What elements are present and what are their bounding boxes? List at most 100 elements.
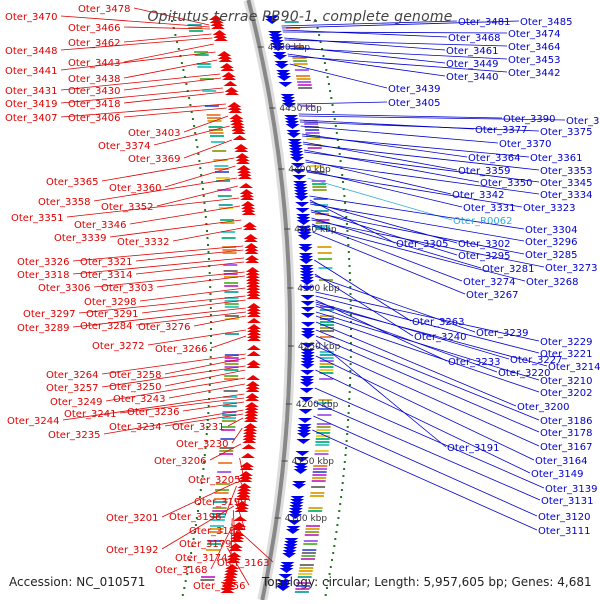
tick-dot	[195, 139, 198, 141]
cog-bar	[222, 411, 237, 413]
forward-gene	[234, 144, 248, 149]
forward-gene	[241, 444, 256, 449]
forward-gene	[213, 36, 228, 41]
cog-bar	[316, 423, 331, 425]
reverse-gene	[296, 220, 311, 225]
reverse-gene	[300, 301, 315, 306]
forward-gene	[239, 189, 254, 194]
tick-dot	[327, 580, 330, 582]
cog-bar	[199, 78, 214, 80]
reverse-gene	[280, 94, 295, 99]
tick-dot	[204, 447, 207, 449]
right-leader-line	[284, 39, 508, 47]
tick-dot	[347, 412, 350, 414]
left-leader-line	[147, 329, 247, 346]
cog-bar	[299, 567, 314, 569]
tick-dot	[345, 216, 348, 218]
left-gene-label: Oter_3306	[38, 283, 91, 294]
right-gene-label: Oter_3361	[530, 153, 583, 164]
forward-gene	[243, 429, 257, 434]
reverse-gene	[290, 496, 305, 501]
reverse-gene	[300, 361, 315, 366]
tick-dot	[191, 545, 194, 547]
reverse-gene	[300, 349, 315, 354]
forward-gene	[229, 537, 244, 542]
tick-dot	[194, 524, 197, 526]
tick-dot	[198, 496, 201, 498]
topology-text: Topology: circular; Length: 5,957,605 bp…	[262, 575, 592, 589]
left-gene-label: Oter_3430	[68, 86, 121, 97]
forward-gene	[237, 171, 252, 176]
tick-dot	[332, 552, 335, 554]
reverse-gene	[301, 331, 315, 336]
cog-bar	[211, 513, 226, 515]
tick-dot	[201, 475, 204, 477]
right-gene-label: Oter_3233	[448, 357, 501, 368]
right-leader-line	[284, 37, 446, 51]
right-gene-label: Oter_3468	[448, 33, 501, 44]
forward-gene	[245, 384, 260, 389]
forward-gene	[243, 234, 258, 239]
right-gene-label: Oter_3453	[508, 55, 561, 66]
right-leader-line	[298, 115, 566, 121]
cog-bar	[215, 171, 229, 173]
tick-dot	[335, 132, 338, 134]
reverse-gene	[293, 187, 308, 192]
cog-bar	[314, 210, 329, 212]
right-gene-label: Oter_3149	[531, 469, 584, 480]
left-leader-line	[183, 139, 233, 159]
right-leader-line	[315, 345, 540, 447]
forward-gene	[245, 258, 260, 263]
reverse-gene	[282, 553, 297, 558]
tick-dot	[209, 293, 212, 295]
cog-bar	[306, 135, 320, 137]
tick-dot	[336, 524, 339, 526]
cog-bar	[317, 408, 332, 410]
tick-dot	[203, 202, 206, 204]
scale-label: 4450 kbp	[279, 104, 322, 114]
cog-bar	[220, 222, 235, 224]
left-leader-line	[156, 275, 245, 288]
right-leader-line	[311, 225, 526, 282]
reverse-gene	[285, 124, 300, 129]
tick-dot	[201, 181, 204, 183]
tick-dot	[331, 559, 333, 561]
tick-dot	[207, 244, 209, 246]
reverse-gene	[301, 322, 315, 327]
forward-gene	[245, 255, 259, 260]
forward-gene	[232, 135, 247, 140]
forward-gene	[246, 363, 261, 368]
right-leader-line	[306, 171, 523, 208]
left-leader-line	[227, 547, 250, 586]
cog-bar	[224, 306, 239, 308]
forward-gene	[246, 291, 261, 296]
left-leader-line	[172, 227, 242, 242]
right-leader-line	[304, 151, 540, 183]
tick-dot	[339, 160, 342, 162]
reverse-gene	[300, 376, 315, 381]
cog-bar	[209, 531, 223, 533]
cog-bar	[213, 498, 228, 500]
left-gene-label: Oter_3231	[172, 422, 225, 433]
cog-bar	[210, 141, 225, 143]
cog-bar	[210, 519, 225, 521]
forward-gene	[246, 303, 261, 308]
right-gene-label: Oter_3178	[540, 428, 593, 439]
right-leader-line	[312, 429, 538, 531]
reverse-gene	[294, 463, 309, 468]
forward-gene	[222, 75, 237, 80]
reverse-gene	[290, 499, 305, 504]
tick-dot	[329, 90, 332, 92]
cog-bar	[217, 471, 232, 473]
reverse-gene	[276, 73, 291, 78]
accession-text: Accession: NC_010571	[9, 575, 146, 589]
tick-dot	[349, 314, 352, 316]
cog-bar	[314, 450, 329, 452]
tick-dot	[341, 482, 344, 484]
forward-gene	[228, 108, 243, 113]
forward-gene	[244, 243, 259, 248]
left-gene-label: Oter_3249	[50, 397, 103, 408]
tick-dot	[199, 167, 202, 169]
tick-dot	[190, 552, 193, 554]
cog-bar	[310, 171, 325, 173]
